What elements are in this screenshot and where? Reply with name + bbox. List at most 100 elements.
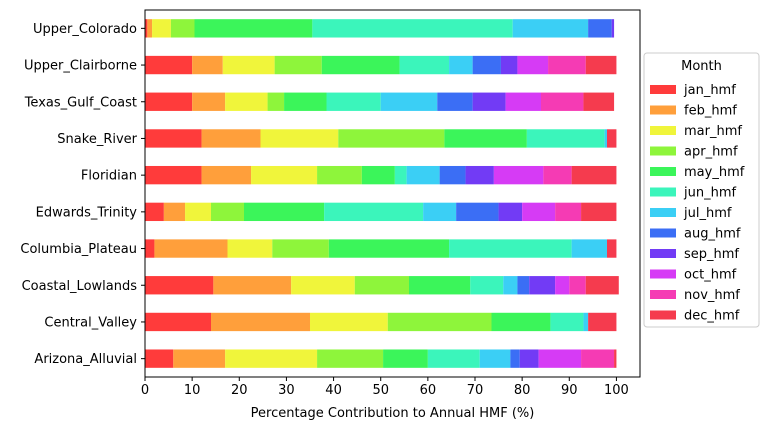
bar-segment-jun_hmf xyxy=(399,55,450,75)
bar-segment-mar_hmf xyxy=(310,312,388,332)
x-tick-label: 0 xyxy=(141,383,149,398)
bar-segment-apr_hmf xyxy=(317,349,384,368)
x-ticks-group: 0 10 20 30 40 50 60 70 80 90 100 xyxy=(141,377,629,398)
bar-segment-apr_hmf xyxy=(272,239,329,258)
bar-segment-jun_hmf xyxy=(427,349,480,368)
bar-segment-nov_hmf xyxy=(569,276,586,295)
bar-segment-may_hmf xyxy=(284,92,327,111)
bar-segment-dec_hmf xyxy=(614,349,617,368)
legend-box xyxy=(643,52,760,328)
bar-segment-jun_hmf xyxy=(449,239,572,258)
bar-segment-feb_hmf xyxy=(147,19,153,38)
legend-swatch xyxy=(650,228,676,238)
bar-segment-apr_hmf xyxy=(387,312,492,332)
axes-frame xyxy=(144,9,641,378)
bar-segment-dec_hmf xyxy=(607,129,617,148)
legend-swatch xyxy=(650,249,676,258)
bar-segment-aug_hmf xyxy=(437,92,473,111)
legend-label: jul_hmf xyxy=(683,206,732,221)
bar-segment-may_hmf xyxy=(491,312,551,332)
bar-segment-oct_hmf xyxy=(505,92,541,111)
bar-segment-may_hmf xyxy=(409,276,471,295)
x-tick-label: 10 xyxy=(184,383,201,398)
legend-label: jun_hmf xyxy=(683,186,736,201)
bar-segment-nov_hmf xyxy=(543,165,572,185)
legend-label: may_hmf xyxy=(684,165,745,180)
bar-segment-jan_hmf xyxy=(145,349,174,368)
legend-swatch xyxy=(650,85,676,94)
y-tick-label: Floridian xyxy=(81,169,137,184)
bar-segment-mar_hmf xyxy=(152,19,171,38)
legend-label: nov_hmf xyxy=(684,288,740,303)
bars-group xyxy=(145,19,619,368)
bar-segment-dec_hmf xyxy=(571,165,617,185)
bar-segment-apr_hmf xyxy=(317,165,362,185)
bar-segment-sep_hmf xyxy=(500,55,518,75)
bar-segment-jul_hmf xyxy=(583,312,589,332)
x-tick-label: 100 xyxy=(604,383,629,398)
y-tick-label: Upper_Clairborne xyxy=(24,59,137,74)
bar-segment-feb_hmf xyxy=(154,239,228,258)
bar-segment-jul_hmf xyxy=(512,19,589,38)
y-tick-label: Edwards_Trinity xyxy=(36,205,138,220)
bar-segment-dec_hmf xyxy=(583,92,615,111)
legend-swatch xyxy=(650,310,676,320)
bar-segment-oct_hmf xyxy=(522,202,556,222)
bar-segment-sep_hmf xyxy=(465,165,494,185)
legend-swatch xyxy=(650,290,676,299)
bar-segment-dec_hmf xyxy=(585,276,619,295)
bar-segment-jul_hmf xyxy=(571,239,607,258)
bar-segment-jan_hmf xyxy=(145,92,193,111)
bar-segment-mar_hmf xyxy=(260,129,339,148)
bar-segment-jul_hmf xyxy=(423,202,457,222)
legend-swatch xyxy=(650,187,676,197)
bar-segment-mar_hmf xyxy=(227,239,273,258)
x-tick-label: 60 xyxy=(420,383,437,398)
legend-label: feb_hmf xyxy=(684,104,737,119)
bar-segment-nov_hmf xyxy=(555,202,582,222)
bar-segment-jan_hmf xyxy=(145,129,202,148)
x-axis-label: Percentage Contribution to Annual HMF (%… xyxy=(251,406,535,421)
bar-segment-sep_hmf xyxy=(498,202,523,222)
bar-segment-feb_hmf xyxy=(211,312,310,332)
bar-segment-feb_hmf xyxy=(192,92,226,111)
bar-segment-apr_hmf xyxy=(211,202,244,222)
y-tick-label: Texas_Gulf_Coast xyxy=(24,95,137,110)
bar-segment-mar_hmf xyxy=(291,276,355,295)
x-tick-label: 70 xyxy=(467,383,484,398)
bar-segment-jun_hmf xyxy=(324,202,424,222)
bar-segment-may_hmf xyxy=(194,19,313,38)
bar-segment-sep_hmf xyxy=(472,92,506,111)
bar-segment-jun_hmf xyxy=(312,19,513,38)
bar-segment-aug_hmf xyxy=(439,165,466,185)
legend-label: apr_hmf xyxy=(684,145,738,160)
y-tick-label: Snake_River xyxy=(57,132,137,147)
bar-segment-may_hmf xyxy=(328,239,450,258)
bar-segment-jun_hmf xyxy=(394,165,407,185)
bar-segment-nov_hmf xyxy=(541,92,584,111)
bar-segment-feb_hmf xyxy=(163,202,186,222)
bar-segment-oct_hmf xyxy=(538,349,582,368)
bar-segment-aug_hmf xyxy=(456,202,499,222)
bar-segment-aug_hmf xyxy=(510,349,520,368)
legend-swatch xyxy=(650,167,676,176)
legend-swatch xyxy=(650,146,676,156)
bar-segment-may_hmf xyxy=(383,349,428,368)
legend-items: jan_hmf feb_hmf mar_hmf apr_hmf may_hmf jun_h… xyxy=(650,83,745,324)
bar-segment-nov_hmf xyxy=(548,55,586,75)
legend-swatch xyxy=(650,126,676,135)
bar-segment-mar_hmf xyxy=(185,202,211,222)
x-tick-label: 20 xyxy=(231,383,248,398)
bar-segment-mar_hmf xyxy=(225,349,318,368)
bar-segment-nov_hmf xyxy=(581,349,615,368)
bar-segment-oct_hmf xyxy=(555,276,570,295)
bar-segment-jan_hmf xyxy=(145,276,214,295)
bar-segment-mar_hmf xyxy=(222,55,275,75)
legend: Month jan_hmf feb_hmf mar_hmf apr_hmf may_hm… xyxy=(643,52,760,328)
bar-segment-apr_hmf xyxy=(170,19,195,38)
bar-segment-apr_hmf xyxy=(354,276,409,295)
bar-segment-dec_hmf xyxy=(585,55,617,75)
bar-segment-apr_hmf xyxy=(274,55,322,75)
bar-segment-dec_hmf xyxy=(588,312,617,332)
